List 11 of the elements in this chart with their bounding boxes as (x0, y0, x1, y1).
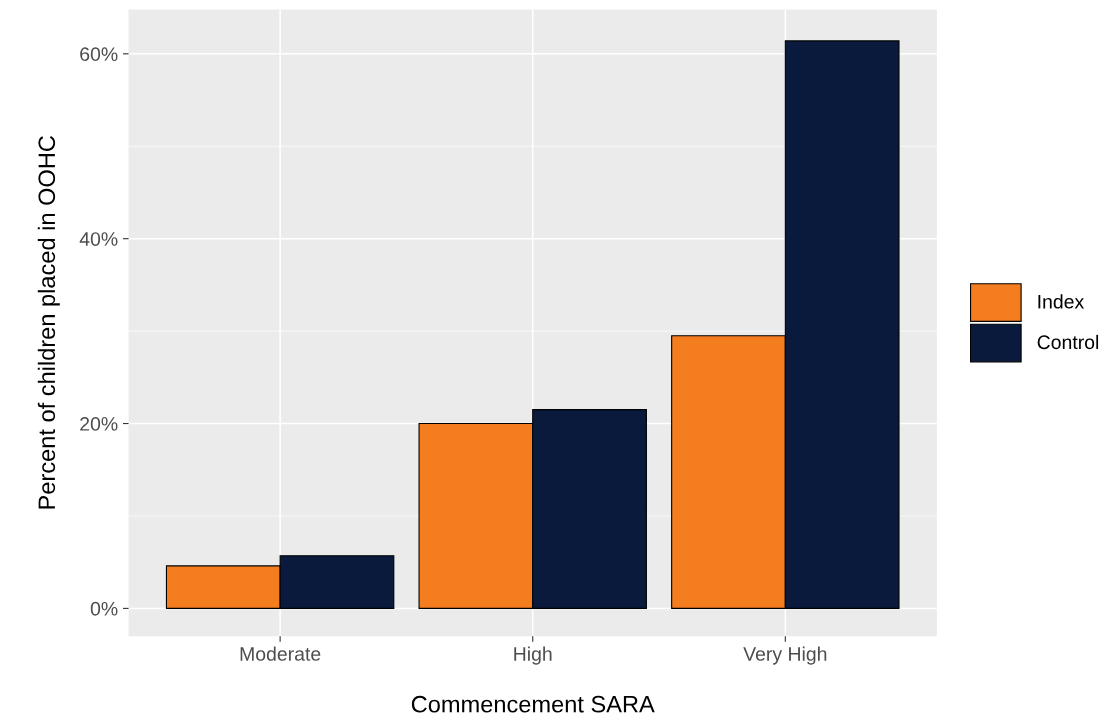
y-tick-label: 60% (80, 47, 118, 62)
legend-label: Control (1037, 334, 1099, 350)
y-tick-label: 20% (80, 417, 118, 431)
x-tick-label: Moderate (240, 646, 321, 661)
y-tick-label: 0% (90, 601, 118, 616)
y-axis-title: Percent of children placed in OOHC (37, 136, 60, 509)
x-axis-title: Commencement SARA (411, 695, 655, 713)
x-tick-label: High (514, 646, 552, 665)
y-tick-label: 40% (79, 232, 118, 246)
legend-label: Index (1038, 294, 1085, 309)
x-tick-label: Very High (743, 646, 827, 665)
